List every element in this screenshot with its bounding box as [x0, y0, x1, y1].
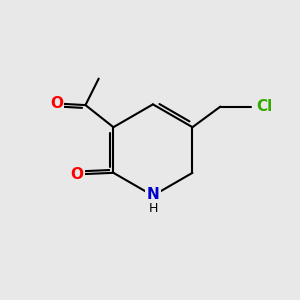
Text: Cl: Cl — [256, 99, 272, 114]
Text: N: N — [147, 187, 159, 202]
Text: O: O — [50, 96, 63, 111]
Text: H: H — [148, 202, 158, 214]
Text: O: O — [71, 167, 84, 182]
